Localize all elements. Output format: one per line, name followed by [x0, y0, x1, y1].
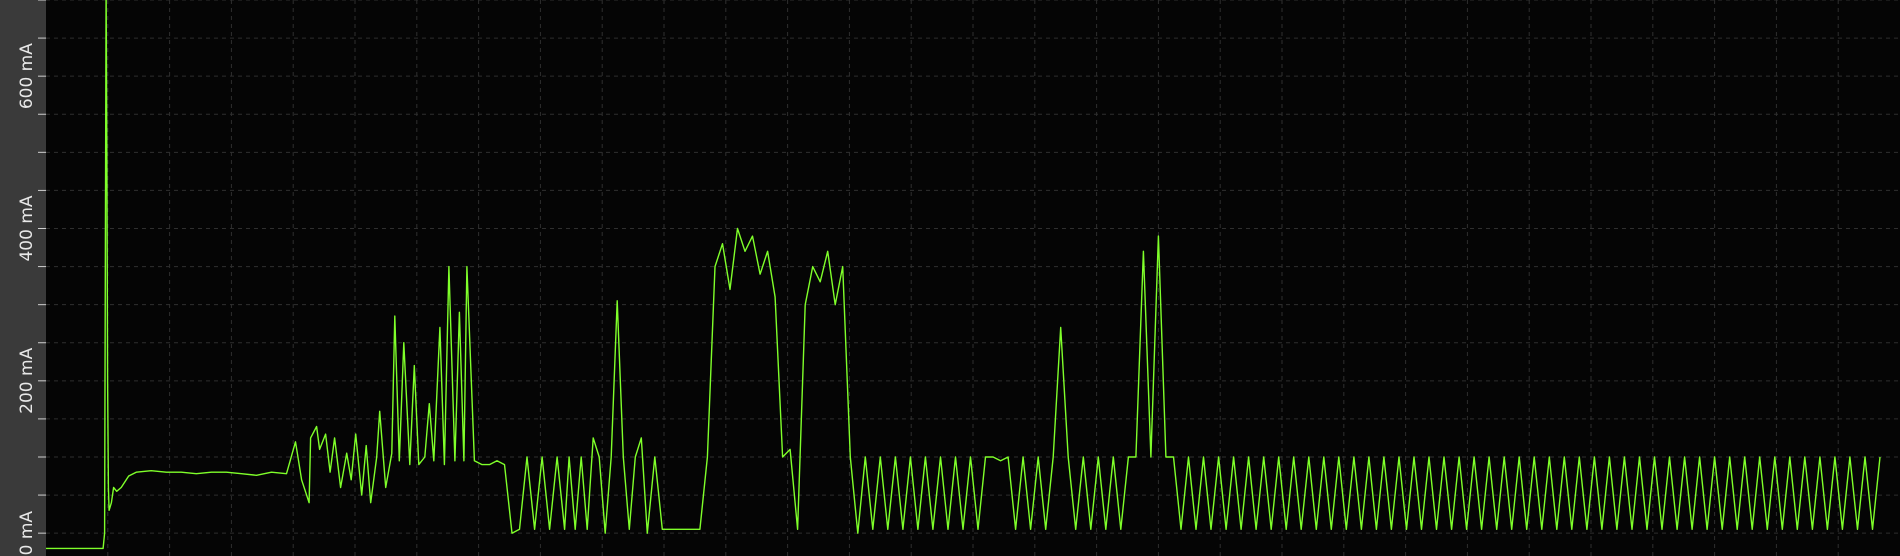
y-tick-labels: 0 mA 200 mA 400 mA 600 mA — [17, 43, 37, 556]
current-trace — [46, 0, 1881, 550]
y-axis-bar — [0, 0, 46, 556]
y-tick-label: 200 mA — [17, 347, 37, 413]
y-tick-label: 0 mA — [17, 511, 37, 556]
y-tick-label: 600 mA — [17, 43, 37, 109]
grid — [38, 0, 1900, 556]
y-tick-label: 400 mA — [17, 195, 37, 261]
current-trace-line — [46, 0, 1881, 550]
plot-area — [46, 0, 1900, 556]
